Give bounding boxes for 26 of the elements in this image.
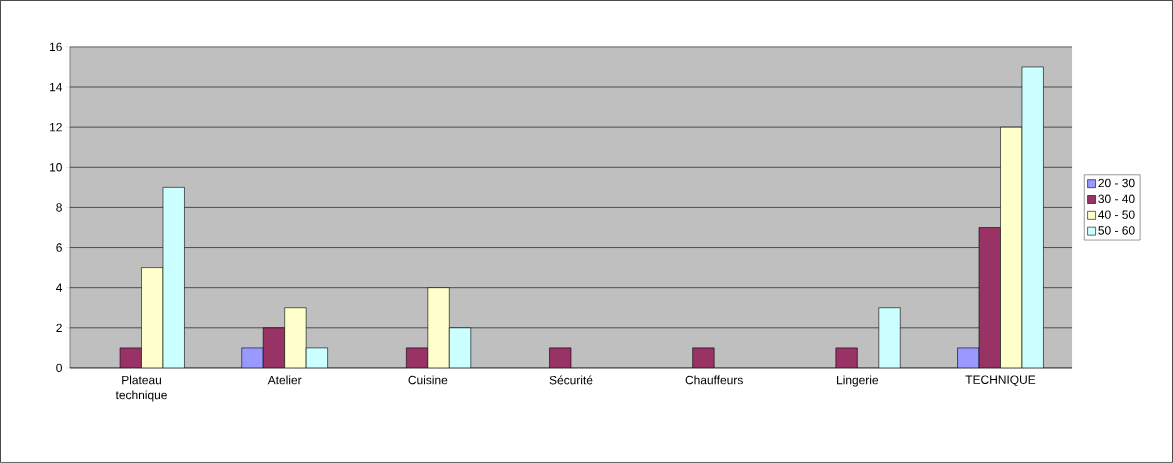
y-tick-label: 14 (50, 82, 63, 92)
x-tick-label: TECHNIQUE (965, 375, 1036, 387)
legend-label: 30 - 40 (1098, 194, 1135, 204)
y-tick-label: 0 (56, 363, 62, 373)
x-tick-label: Chauffeurs (685, 375, 743, 385)
y-tick-label: 8 (56, 203, 62, 212)
y-tick-label: 4 (56, 283, 63, 292)
bar (1000, 126, 1023, 368)
bar (427, 287, 450, 368)
y-tick-label: 16 (50, 42, 62, 52)
bar (262, 327, 285, 368)
bar (284, 307, 307, 368)
x-tick-label: Lingerie (837, 375, 879, 387)
x-tick-label: Atelier (267, 375, 302, 385)
x-tick-label: Cuisine (408, 375, 448, 385)
y-tick-label: 6 (56, 243, 62, 252)
legend-label: 20 - 30 (1098, 178, 1135, 188)
y-tick-label: 10 (50, 163, 62, 172)
bar (978, 227, 1001, 368)
y-tick-label: 2 (56, 323, 62, 333)
bar (141, 267, 164, 368)
legend-label: 50 - 60 (1098, 226, 1135, 235)
legend-label: 40 - 50 (1098, 210, 1135, 219)
x-tick-label: Plateau technique (115, 375, 167, 402)
x-tick-label: Sécurité (549, 375, 593, 385)
y-tick-label: 12 (50, 123, 62, 132)
